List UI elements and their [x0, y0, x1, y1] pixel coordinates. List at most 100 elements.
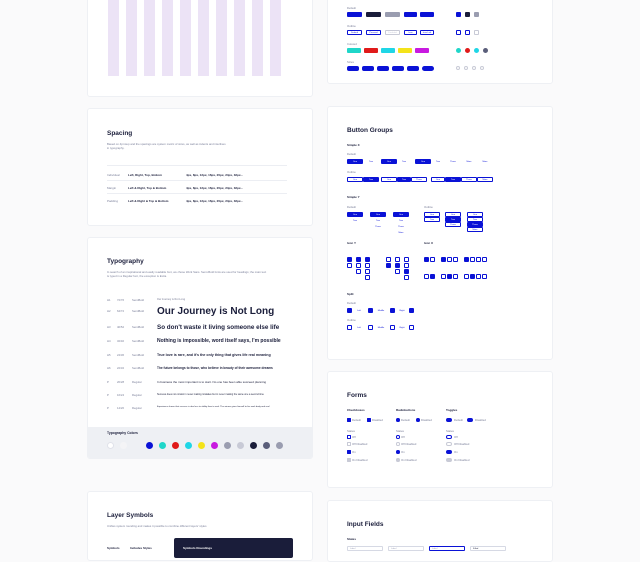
group-vertical-button[interactable]: Three	[393, 224, 409, 229]
outline-button[interactable]: Icon Left	[420, 30, 434, 35]
icon-x-outline[interactable]	[482, 274, 487, 279]
group-button[interactable]: More	[461, 159, 477, 164]
icon-x-button[interactable]	[453, 257, 458, 262]
radio-button[interactable]	[396, 435, 400, 439]
icon-right-button[interactable]	[420, 12, 434, 17]
icon-y-outline[interactable]	[395, 263, 400, 268]
group-outline-button[interactable]: One	[431, 177, 445, 182]
outline-button[interactable]: Default	[347, 30, 362, 35]
group-button[interactable]: Two	[397, 159, 411, 164]
icon-square-button[interactable]	[456, 12, 461, 17]
toggle[interactable]	[446, 418, 452, 422]
icon-y-button[interactable]	[356, 257, 361, 262]
icon-y-button[interactable]	[356, 269, 361, 274]
icon-y-outline[interactable]	[404, 257, 409, 262]
icon-y-button[interactable]	[365, 275, 370, 280]
group-vertical-button[interactable]: Two	[393, 218, 409, 223]
group-vertical-outline[interactable]: Three	[445, 222, 461, 227]
size-button[interactable]	[422, 66, 434, 71]
group-vertical-outline[interactable]: Two	[467, 217, 483, 222]
icon-y-outline[interactable]	[395, 269, 400, 274]
colored-round-button[interactable]	[456, 48, 461, 53]
group-vertical-button[interactable]: More	[393, 230, 409, 235]
group-vertical-button[interactable]: One	[347, 212, 363, 217]
icon-x-outline[interactable]	[441, 274, 446, 279]
icon-y-outline[interactable]	[386, 263, 391, 268]
outline-icon-button[interactable]	[465, 30, 470, 35]
colored-button[interactable]	[415, 48, 429, 53]
split-button[interactable]: Left	[353, 308, 365, 313]
size-button[interactable]	[347, 66, 359, 71]
group-button[interactable]: Two	[431, 159, 445, 164]
radio-button[interactable]	[396, 442, 400, 446]
icon-y-outline[interactable]	[404, 269, 409, 274]
group-outline-button[interactable]: One	[347, 177, 363, 182]
split-button[interactable]: Right	[396, 308, 408, 313]
icon-y-outline[interactable]	[404, 275, 409, 280]
colored-button[interactable]	[381, 48, 395, 53]
group-outline-button[interactable]: Two	[363, 177, 379, 182]
split-icon-button[interactable]	[390, 308, 395, 313]
toggle[interactable]	[446, 435, 452, 439]
split-icon-button[interactable]	[347, 308, 352, 313]
icon-x-button[interactable]	[447, 257, 452, 262]
group-vertical-outline[interactable]: One	[467, 212, 483, 217]
icon-x-outline[interactable]	[476, 274, 481, 279]
group-vertical-outline[interactable]: One	[424, 212, 440, 217]
icon-x-button[interactable]	[441, 257, 446, 262]
group-button[interactable]: One	[381, 159, 397, 164]
icon-x-button[interactable]	[482, 257, 487, 262]
icon-x-outline[interactable]	[464, 274, 469, 279]
group-outline-button[interactable]: Three	[411, 177, 427, 182]
size-button[interactable]	[392, 66, 404, 71]
group-vertical-button[interactable]: One	[370, 212, 386, 217]
group-button[interactable]: More	[477, 159, 493, 164]
outline-icon-button[interactable]	[456, 30, 461, 35]
icon-x-button[interactable]	[476, 257, 481, 262]
icon-y-outline[interactable]	[386, 257, 391, 262]
colored-button[interactable]	[398, 48, 412, 53]
disabled-button[interactable]	[385, 12, 400, 17]
split-outline-button[interactable]: Middle	[374, 325, 388, 330]
input-field[interactable]: Label	[347, 546, 383, 551]
group-vertical-outline[interactable]: Three	[467, 222, 483, 227]
icon-button[interactable]	[404, 12, 417, 17]
split-icon-button[interactable]	[409, 308, 414, 313]
size-round-button[interactable]	[464, 66, 468, 70]
icon-y-button[interactable]	[365, 263, 370, 268]
group-vertical-outline[interactable]: One	[445, 212, 461, 217]
group-button[interactable]: One	[415, 159, 431, 164]
group-outline-button[interactable]: Two	[445, 177, 461, 182]
toggle[interactable]	[446, 458, 452, 462]
size-round-button[interactable]	[480, 66, 484, 70]
colored-round-button[interactable]	[483, 48, 488, 53]
group-vertical-outline[interactable]: Two	[424, 217, 440, 222]
radio-button[interactable]	[396, 458, 400, 462]
group-outline-button[interactable]: More	[477, 177, 493, 182]
icon-x-button[interactable]	[424, 257, 429, 262]
default-button[interactable]	[347, 12, 362, 17]
icon-x-outline[interactable]	[430, 274, 435, 279]
group-vertical-outline[interactable]: More	[467, 227, 483, 232]
split-icon-outline[interactable]	[368, 325, 373, 330]
group-button[interactable]: Three	[445, 159, 461, 164]
outline-button[interactable]: Icon	[404, 30, 417, 35]
icon-x-outline[interactable]	[470, 274, 475, 279]
icon-y-button[interactable]	[365, 257, 370, 262]
input-field[interactable]: Label	[388, 546, 424, 551]
group-vertical-button[interactable]: Three	[370, 224, 386, 229]
icon-y-button[interactable]	[356, 263, 361, 268]
icon-x-outline[interactable]	[453, 274, 458, 279]
colored-round-button[interactable]	[465, 48, 470, 53]
group-vertical-button[interactable]: One	[393, 212, 409, 217]
group-button[interactable]: Two	[363, 159, 379, 164]
radio-button[interactable]	[416, 418, 420, 422]
toggle[interactable]	[446, 450, 452, 454]
size-round-button[interactable]	[472, 66, 476, 70]
split-button[interactable]: Middle	[374, 308, 388, 313]
radio-button[interactable]	[396, 450, 400, 454]
size-button[interactable]	[407, 66, 419, 71]
split-icon-outline[interactable]	[390, 325, 395, 330]
group-outline-button[interactable]: Three	[461, 177, 477, 182]
size-button[interactable]	[377, 66, 389, 71]
